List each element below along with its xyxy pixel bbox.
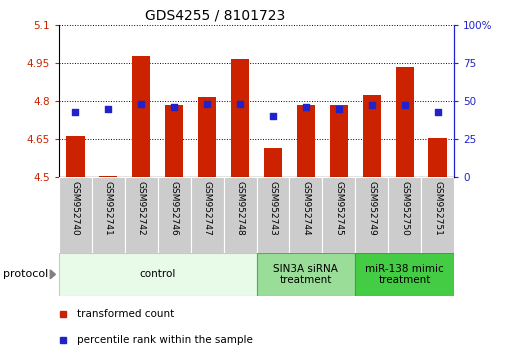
Point bbox=[269, 113, 277, 119]
Bar bbox=[224, 177, 256, 253]
Point bbox=[104, 105, 112, 111]
Bar bbox=[289, 177, 322, 253]
Bar bbox=[158, 177, 191, 253]
Point bbox=[433, 109, 442, 114]
Text: GSM952743: GSM952743 bbox=[268, 181, 278, 235]
Bar bbox=[421, 177, 454, 253]
Text: transformed count: transformed count bbox=[77, 309, 174, 319]
Point bbox=[71, 109, 80, 114]
Bar bbox=[264, 148, 282, 177]
Point bbox=[170, 104, 179, 110]
Text: GSM952751: GSM952751 bbox=[433, 181, 442, 236]
Bar bbox=[132, 57, 150, 177]
Bar bbox=[66, 136, 85, 177]
Text: GSM952742: GSM952742 bbox=[137, 181, 146, 235]
Bar bbox=[191, 177, 224, 253]
Text: GSM952748: GSM952748 bbox=[235, 181, 245, 235]
Bar bbox=[355, 177, 388, 253]
Bar bbox=[92, 177, 125, 253]
Bar bbox=[322, 177, 355, 253]
Bar bbox=[256, 177, 289, 253]
Text: GSM952744: GSM952744 bbox=[301, 181, 310, 235]
Text: protocol: protocol bbox=[3, 269, 48, 279]
Point bbox=[203, 101, 211, 107]
Bar bbox=[428, 138, 447, 177]
Bar bbox=[363, 95, 381, 177]
Bar bbox=[59, 253, 256, 296]
Text: GSM952745: GSM952745 bbox=[334, 181, 343, 235]
Bar bbox=[165, 105, 183, 177]
Bar bbox=[355, 253, 454, 296]
Text: GSM952749: GSM952749 bbox=[367, 181, 376, 235]
Bar bbox=[330, 105, 348, 177]
Bar bbox=[388, 177, 421, 253]
Point bbox=[334, 105, 343, 111]
Text: GSM952746: GSM952746 bbox=[170, 181, 179, 235]
Text: SIN3A siRNA
treatment: SIN3A siRNA treatment bbox=[273, 263, 338, 285]
Text: GDS4255 / 8101723: GDS4255 / 8101723 bbox=[145, 9, 286, 23]
Text: miR-138 mimic
treatment: miR-138 mimic treatment bbox=[365, 263, 444, 285]
Point bbox=[302, 104, 310, 110]
Bar bbox=[297, 105, 315, 177]
Point bbox=[137, 101, 145, 107]
Bar bbox=[125, 177, 158, 253]
Text: GSM952740: GSM952740 bbox=[71, 181, 80, 235]
Text: GSM952741: GSM952741 bbox=[104, 181, 113, 235]
Point bbox=[236, 101, 244, 107]
Bar bbox=[396, 67, 413, 177]
Point bbox=[368, 103, 376, 108]
Bar bbox=[198, 97, 216, 177]
Point bbox=[401, 103, 409, 108]
Text: GSM952750: GSM952750 bbox=[400, 181, 409, 236]
Text: percentile rank within the sample: percentile rank within the sample bbox=[77, 335, 252, 345]
Bar bbox=[59, 177, 92, 253]
Text: control: control bbox=[140, 269, 176, 279]
Bar bbox=[100, 176, 117, 177]
Bar bbox=[231, 59, 249, 177]
Bar bbox=[256, 253, 355, 296]
Text: GSM952747: GSM952747 bbox=[203, 181, 212, 235]
